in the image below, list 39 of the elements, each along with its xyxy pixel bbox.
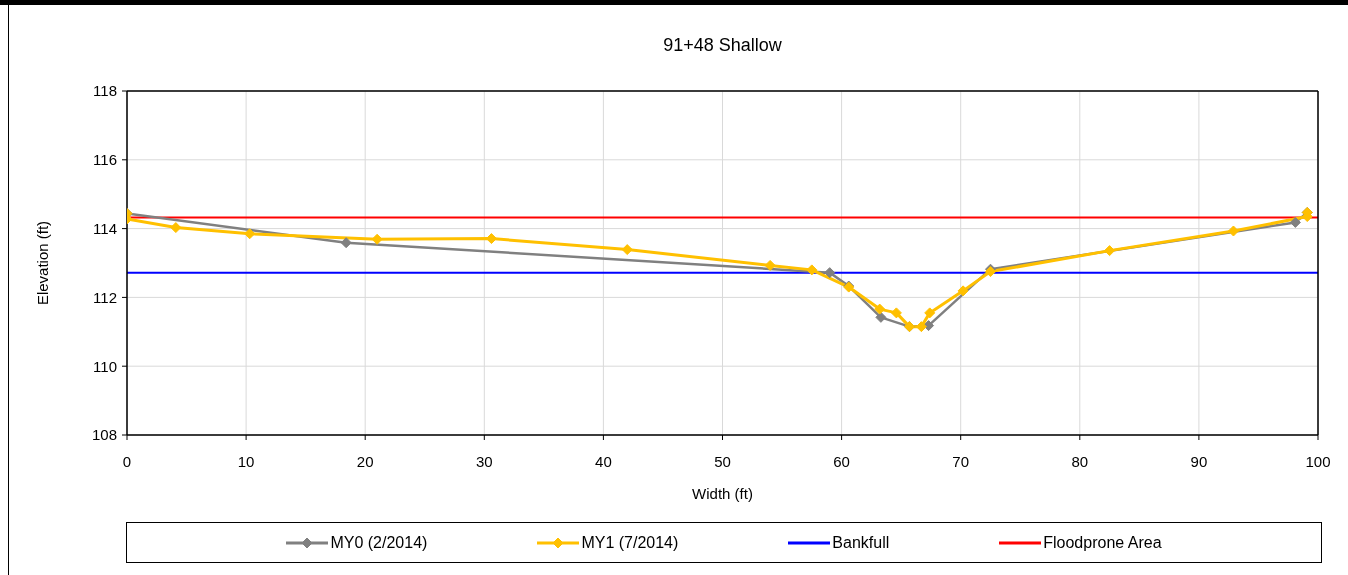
point xyxy=(874,303,886,315)
y-tick-label: 108 xyxy=(91,426,117,444)
point xyxy=(824,267,836,279)
x-tick-label: 10 xyxy=(237,452,255,470)
point xyxy=(371,233,383,245)
x-axis-title: Width (ft) xyxy=(691,485,754,502)
point xyxy=(340,237,352,249)
point xyxy=(875,311,887,323)
point xyxy=(924,307,936,319)
legend-label: Bankfull xyxy=(832,533,890,552)
y-tick-label: 110 xyxy=(93,357,117,375)
x-tick-label: 20 xyxy=(356,452,374,470)
y-axis-title: Elevation (ft) xyxy=(33,220,51,306)
point xyxy=(957,285,969,297)
legend-label: MY1 (7/2014) xyxy=(581,533,679,552)
x-tick-label: 30 xyxy=(475,452,493,470)
point xyxy=(1289,216,1301,228)
point xyxy=(890,307,902,319)
y-tick-label: 112 xyxy=(93,288,117,306)
x-tick-label: 60 xyxy=(833,452,850,470)
x-tick-label: 100 xyxy=(1305,452,1331,470)
y-tick-label: 116 xyxy=(93,151,117,169)
y-tick-label: 114 xyxy=(93,219,117,237)
x-tick-label: 70 xyxy=(952,452,970,470)
point xyxy=(621,244,633,256)
point xyxy=(1227,225,1239,237)
point xyxy=(1104,245,1116,257)
point xyxy=(806,264,818,276)
x-tick-label: 80 xyxy=(1071,452,1089,470)
chart-title: 91+48 Shallow xyxy=(662,35,783,56)
point xyxy=(764,259,776,271)
legend-label: Floodprone Area xyxy=(1043,533,1162,552)
y-tick-label: 118 xyxy=(93,82,117,100)
x-tick-label: 0 xyxy=(122,452,132,470)
legend-label: MY0 (2/2014) xyxy=(330,533,428,552)
x-tick-label: 40 xyxy=(595,452,612,470)
x-tick-label: 50 xyxy=(714,452,731,470)
point xyxy=(170,222,182,234)
x-tick-label: 90 xyxy=(1190,452,1208,470)
